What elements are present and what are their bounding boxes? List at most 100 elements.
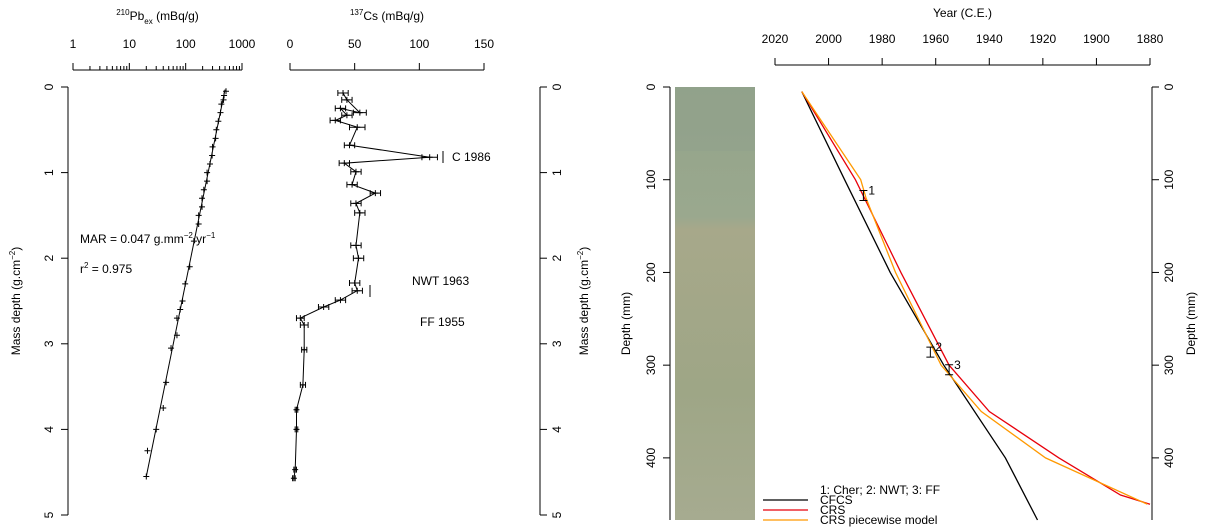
x-axis-title-part: ex <box>144 17 152 26</box>
y-tick-label: 100 <box>644 169 658 189</box>
x-tick-label: 1940 <box>976 32 1003 46</box>
point <box>143 473 150 480</box>
point <box>349 181 356 188</box>
annotation-part: .yr <box>193 232 206 246</box>
y-tick-label: 5 <box>42 511 56 518</box>
y-tick-label: 400 <box>1162 448 1176 468</box>
point <box>195 220 202 227</box>
annotation-part: 2 <box>84 261 89 270</box>
point <box>204 169 211 176</box>
y-tick-label: 0 <box>1162 83 1176 90</box>
point <box>354 124 361 131</box>
point <box>206 161 213 168</box>
legend-label: CFCS <box>820 493 853 507</box>
x-tick-label: 100 <box>176 37 196 51</box>
model-line <box>801 91 1039 521</box>
point <box>372 190 379 197</box>
point <box>177 306 184 313</box>
point <box>218 101 225 108</box>
annotation: FF 1955 <box>420 315 465 329</box>
y-tick-label: 4 <box>550 426 564 433</box>
point <box>221 92 228 99</box>
y-tick-label: 2 <box>550 255 564 262</box>
y-axis-title: Mass depth (g.cm−2) <box>576 247 591 356</box>
y-axis-title-part: ) <box>9 247 23 251</box>
x-tick-label: 10 <box>123 37 137 51</box>
core-band <box>675 87 755 151</box>
x-tick-label: 1 <box>70 37 77 51</box>
point <box>356 209 363 216</box>
x-axis-title-part: (mBq/g) <box>153 9 199 23</box>
x-axis-title-part: Pb <box>130 9 145 23</box>
model-line <box>801 91 1148 505</box>
point <box>153 426 160 433</box>
annotation-part: MAR = 0.047 g.mm <box>80 232 184 246</box>
y-tick-label: 200 <box>644 262 658 282</box>
annotation: NWT 1963 <box>412 274 469 288</box>
legend-note: 1: Cher; 2: NWT; 3: FF <box>820 483 940 497</box>
y-tick-label: 0 <box>550 83 564 90</box>
point <box>212 135 219 142</box>
annotation-part: r <box>80 262 84 276</box>
point <box>213 126 220 133</box>
legend-label: CRS piecewise model <box>820 513 937 527</box>
y-tick-label: 1 <box>550 169 564 176</box>
point <box>301 321 308 328</box>
point <box>290 475 297 482</box>
point <box>179 298 186 304</box>
y-axis-title-part: −2 <box>8 250 17 260</box>
date-label: 1 <box>868 183 875 197</box>
point <box>199 195 206 202</box>
date-label: 2 <box>935 340 942 354</box>
point <box>299 381 306 388</box>
x-axis-title: 137Cs (mBq/g) <box>350 8 424 23</box>
point <box>199 203 206 210</box>
profile-line <box>293 92 430 479</box>
point <box>217 109 224 116</box>
x-tick-label: 1960 <box>922 32 949 46</box>
point <box>356 109 363 116</box>
x-tick-label: 50 <box>348 37 362 51</box>
point <box>195 212 202 219</box>
y-axis-title-part: −2 <box>576 250 585 260</box>
date-marker <box>926 346 935 358</box>
point <box>346 142 353 149</box>
point <box>173 315 180 322</box>
point <box>354 287 361 294</box>
point <box>293 426 300 433</box>
point <box>163 379 170 386</box>
point <box>293 406 300 413</box>
y-tick-label: 4 <box>42 426 56 433</box>
y-axis-title-part: ) <box>577 247 591 251</box>
x-tick-label: 1980 <box>869 32 896 46</box>
point <box>186 263 193 270</box>
point <box>337 297 344 304</box>
point <box>343 96 350 103</box>
y-tick-label: 300 <box>1162 355 1176 375</box>
y-tick-label: 3 <box>550 340 564 347</box>
x-axis-title-part: 210 <box>116 8 130 17</box>
date-marker <box>945 364 954 376</box>
x-tick-label: 1920 <box>1030 32 1057 46</box>
point <box>209 143 216 150</box>
point <box>144 447 151 454</box>
y-tick-label: 1 <box>42 169 56 176</box>
y-tick-label: 0 <box>42 83 56 90</box>
y-tick-label: 100 <box>1162 169 1176 189</box>
x-tick-label: 1000 <box>229 37 256 51</box>
date-label: 3 <box>954 358 961 372</box>
point <box>320 303 327 310</box>
point <box>355 255 362 262</box>
point <box>223 88 230 95</box>
point <box>220 96 227 103</box>
annotation-part: −1 <box>206 231 216 240</box>
x-tick-label: 1880 <box>1137 32 1164 46</box>
model-line <box>801 91 1151 505</box>
point <box>297 315 304 322</box>
y-tick-label: 3 <box>42 340 56 347</box>
point <box>209 152 216 159</box>
point <box>173 332 180 339</box>
x-axis-title: 210Pbex (mBq/g) <box>116 8 199 26</box>
point <box>352 200 359 207</box>
